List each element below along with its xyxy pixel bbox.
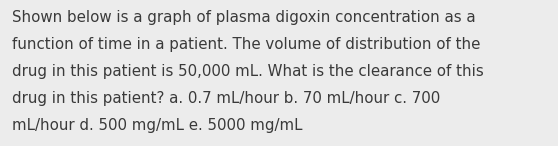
Text: drug in this patient? a. 0.7 mL/hour b. 70 mL/hour c. 700: drug in this patient? a. 0.7 mL/hour b. …: [12, 91, 440, 106]
Text: function of time in a patient. The volume of distribution of the: function of time in a patient. The volum…: [12, 37, 480, 52]
Text: Shown below is a graph of plasma digoxin concentration as a: Shown below is a graph of plasma digoxin…: [12, 10, 476, 25]
Text: drug in this patient is 50,000 mL. What is the clearance of this: drug in this patient is 50,000 mL. What …: [12, 64, 484, 79]
Text: mL/hour d. 500 mg/mL e. 5000 mg/mL: mL/hour d. 500 mg/mL e. 5000 mg/mL: [12, 118, 303, 133]
